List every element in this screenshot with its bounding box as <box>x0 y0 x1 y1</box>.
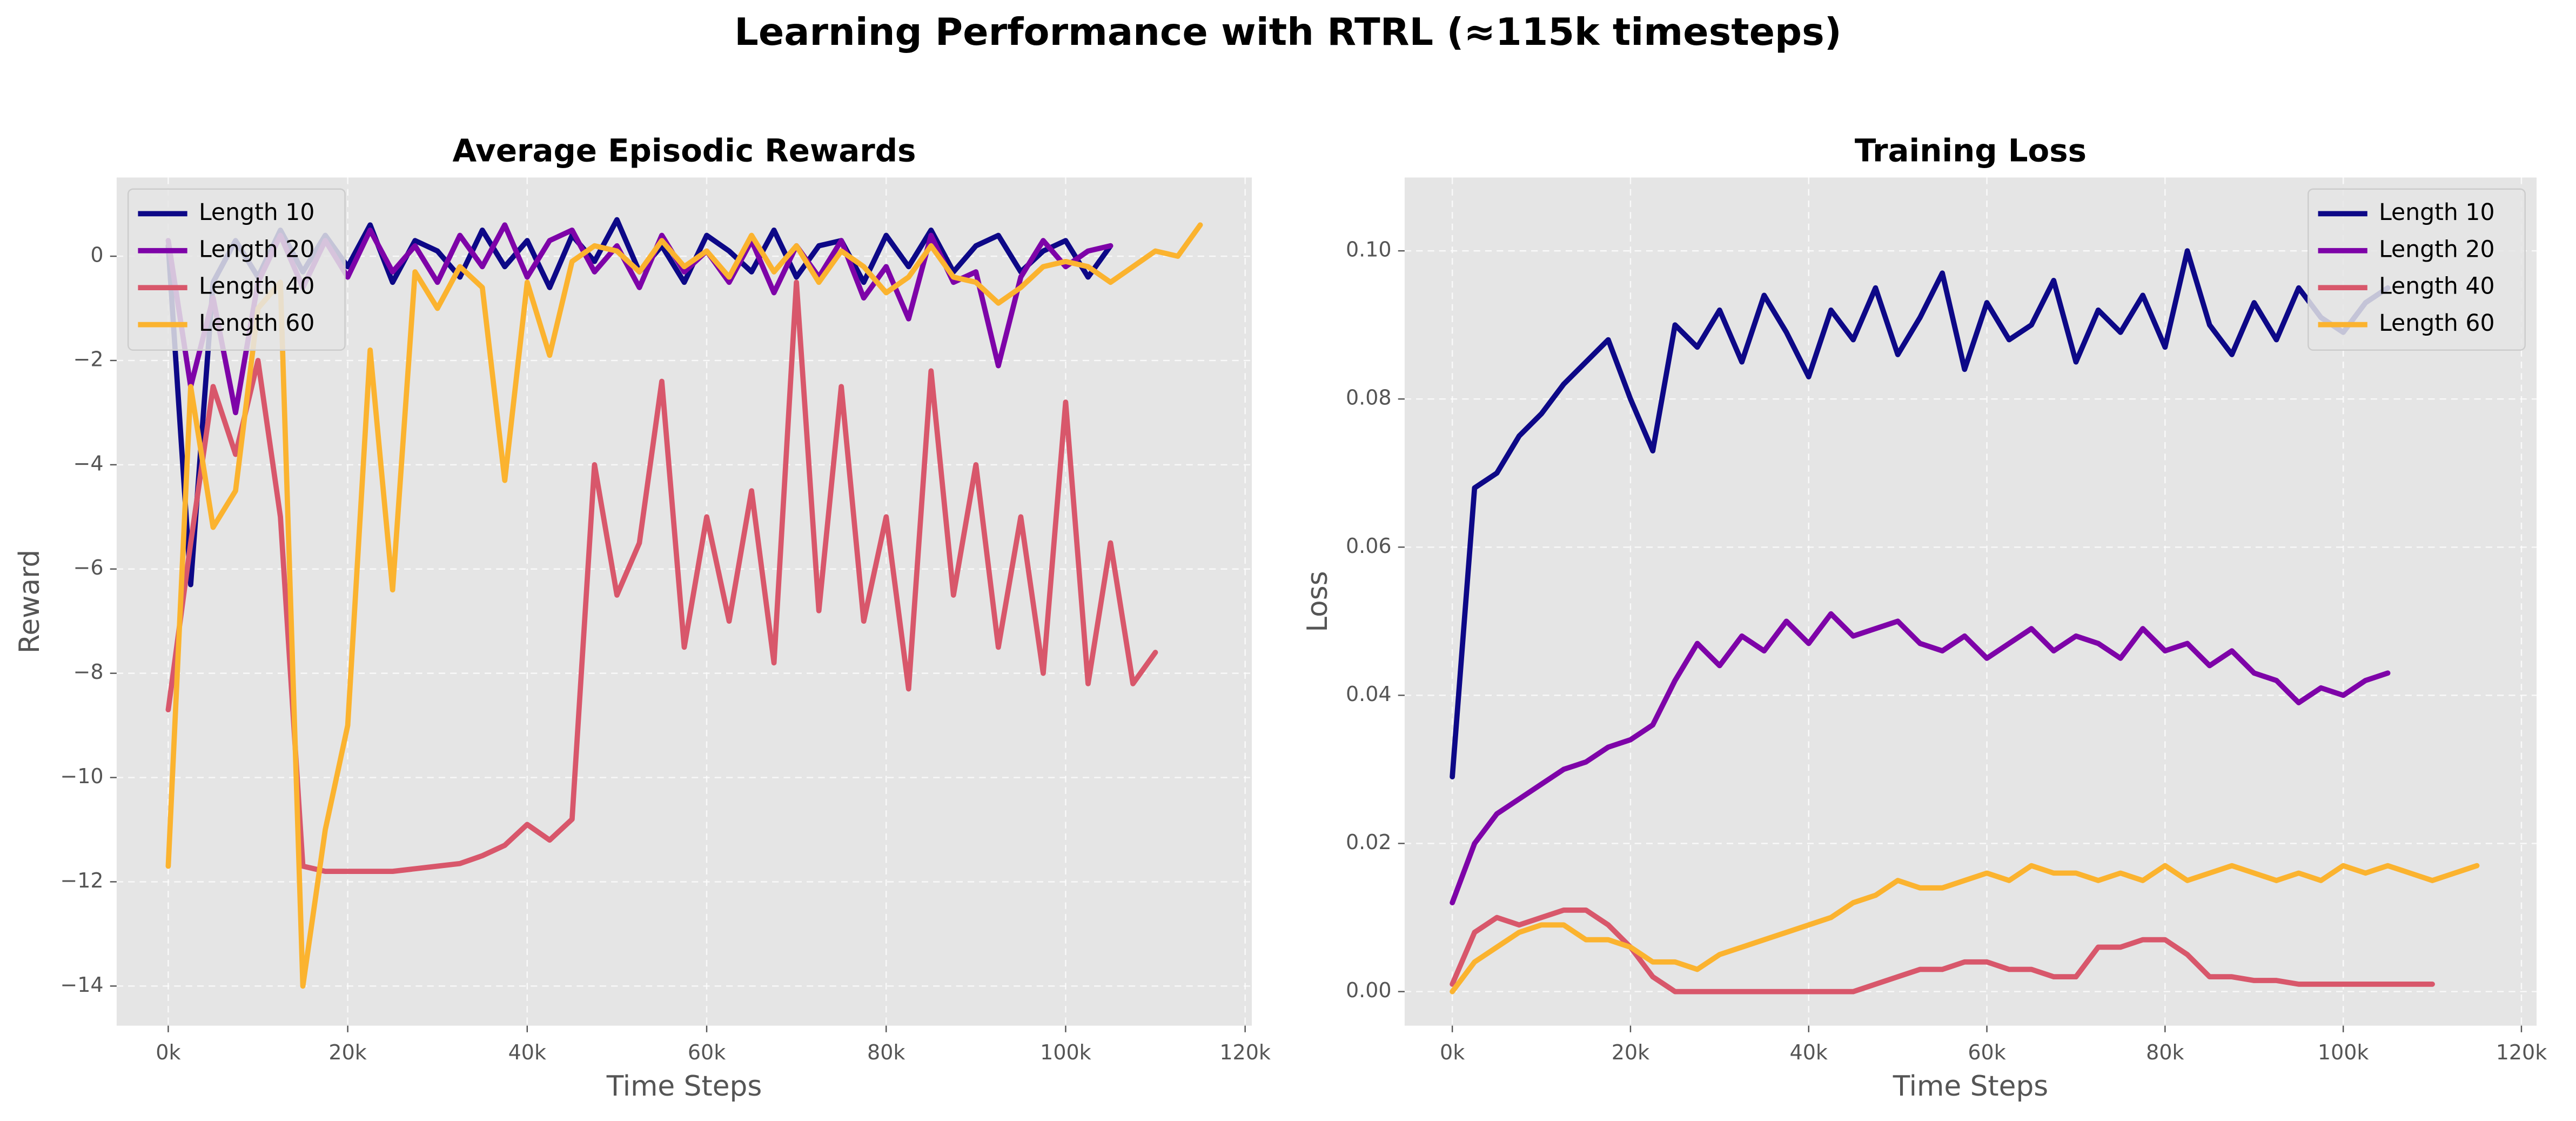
chart-title: Training Loss <box>1855 132 2087 169</box>
y-tick-label: 0.08 <box>1346 386 1392 410</box>
x-tick-label: 20k <box>328 1040 366 1064</box>
legend-label: Length 20 <box>2379 236 2494 263</box>
x-axis-label: Time Steps <box>606 1070 762 1103</box>
legend-label: Length 10 <box>2379 199 2494 226</box>
x-tick-label: 80k <box>2146 1040 2184 1064</box>
y-tick-label: 0 <box>90 243 103 267</box>
y-tick-label: −12 <box>60 869 103 892</box>
y-tick-label: −8 <box>73 660 104 684</box>
legend-box <box>127 188 346 351</box>
legend-label: Length 40 <box>2379 273 2494 300</box>
x-axis-label: Time Steps <box>1893 1070 2049 1103</box>
y-tick-label: 0.02 <box>1346 830 1392 854</box>
y-tick-label: 0.06 <box>1346 534 1392 558</box>
x-tick-label: 40k <box>508 1040 546 1064</box>
y-tick-label: −2 <box>73 347 104 371</box>
y-tick-label: −6 <box>73 556 104 579</box>
x-tick-label: 60k <box>1968 1040 2005 1064</box>
y-tick-label: −14 <box>60 973 103 997</box>
series-line <box>1450 248 2391 780</box>
legend-label: Length 40 <box>199 273 314 300</box>
series-line <box>1450 907 2435 995</box>
legend-label: Length 60 <box>2379 310 2494 337</box>
y-tick-label: 0.10 <box>1346 238 1392 262</box>
series-line <box>1450 863 2480 995</box>
series-line <box>1450 611 2391 905</box>
chart-title: Average Episodic Rewards <box>453 132 916 169</box>
x-tick-label: 120k <box>2496 1040 2547 1064</box>
x-tick-label: 0k <box>1440 1040 1465 1064</box>
x-tick-label: 100k <box>1040 1040 1091 1064</box>
x-tick-label: 120k <box>1219 1040 1271 1064</box>
y-tick-label: 0.00 <box>1346 978 1392 1002</box>
y-axis-label: Loss <box>1302 571 1334 632</box>
y-axis-label: Reward <box>14 550 46 654</box>
legend-label: Length 60 <box>199 310 314 337</box>
y-tick-label: −4 <box>73 451 104 475</box>
x-tick-label: 80k <box>867 1040 905 1064</box>
legend-label: Length 20 <box>199 236 314 263</box>
x-tick-label: 20k <box>1612 1040 1649 1064</box>
x-tick-label: 40k <box>1790 1040 1828 1064</box>
y-tick-label: −10 <box>60 764 103 788</box>
x-tick-label: 60k <box>688 1040 726 1064</box>
legend-box <box>2307 188 2526 351</box>
series-line <box>165 279 1158 874</box>
x-tick-label: 100k <box>2318 1040 2369 1064</box>
y-tick-label: 0.04 <box>1346 682 1392 706</box>
x-tick-label: 0k <box>156 1040 180 1064</box>
figure-title: Learning Performance with RTRL (≈115k ti… <box>734 10 1841 54</box>
series-line <box>165 222 1203 989</box>
legend-label: Length 10 <box>199 199 314 226</box>
